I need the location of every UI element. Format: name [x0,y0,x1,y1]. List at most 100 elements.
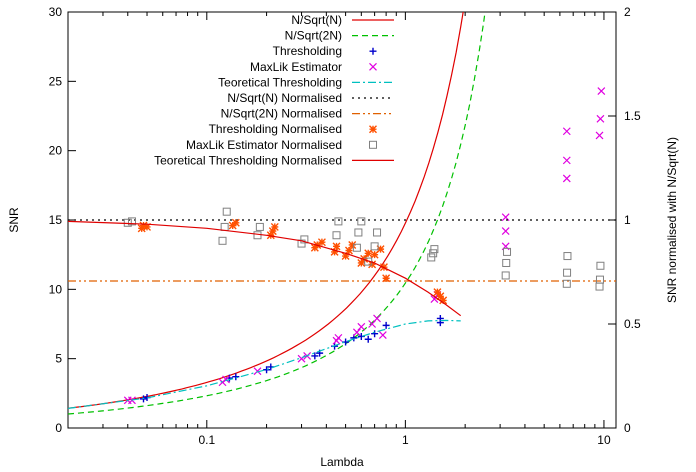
data-point [139,221,148,230]
data-point [354,228,363,237]
legend-label: Teoretical Thresholding Normalised [154,153,342,167]
series-1 [68,12,464,409]
data-point [232,373,240,381]
data-point [596,261,605,270]
y2-tick-label: 0.5 [624,317,641,331]
y-tick-label: 30 [49,5,63,19]
data-point [348,240,357,249]
legend-sample [369,47,377,55]
data-point [222,375,230,384]
data-point [123,218,132,227]
data-point [297,239,306,248]
data-point [357,322,366,331]
data-point [563,252,572,261]
data-point [317,238,326,247]
legend-marker [369,62,377,71]
data-point [501,227,510,236]
legend-label: MaxLik Estimator [250,60,342,74]
data-point [218,236,227,245]
data-point [332,231,341,240]
series-5 [68,319,461,409]
data-point [231,218,240,227]
data-point [429,249,438,258]
y-tick-label: 0 [55,421,62,435]
data-point [436,292,445,301]
series-4 [123,87,606,405]
data-point [127,217,136,226]
legend-label: Teoretical Thresholding [218,75,342,89]
data-point [502,258,511,267]
legend-label: Thresholding [273,44,342,58]
y-tick-label: 25 [49,74,63,88]
data-point [562,279,571,288]
y-tick-label: 10 [49,282,63,296]
data-point [330,247,339,256]
data-point [436,314,444,322]
data-point [352,328,361,337]
legend: N/Sqrt(N) N/Sqrt(2N)Thresholding MaxLik Es… [154,13,394,167]
data-point [300,235,309,244]
data-point [373,314,381,323]
y2-axis-label: SNR normalised with N/Sqrt(N) [665,137,679,303]
data-point [268,227,277,236]
x-axis-label: Lambda [320,455,364,469]
series-line [68,12,464,409]
legend-marker [369,125,377,134]
series-3 [140,314,444,403]
data-point [376,245,385,254]
series-line [68,319,461,409]
legend-sample [369,62,377,71]
data-point [373,228,382,237]
data-point [270,222,279,231]
data-point [371,330,379,338]
legend-label: Thresholding Normalised [209,122,342,136]
data-point [382,274,391,283]
legend-marker [369,140,377,149]
x-tick-label: 0.1 [198,433,215,447]
y-tick-label: 15 [49,213,63,227]
x-tick-label: 10 [597,433,611,447]
data-point [370,242,379,251]
data-point [501,213,510,222]
legend-label: N/Sqrt(2N) [285,29,342,43]
series-layer [68,12,616,415]
data-point [503,247,512,256]
legend-marker [369,47,377,55]
data-point [382,321,390,329]
data-point [562,156,571,165]
data-point [378,331,387,340]
data-point [562,127,571,136]
data-point [344,246,353,255]
data-point [563,268,572,277]
legend-label: N/Sqrt(2N) Normalised [221,107,342,121]
data-point [352,243,361,252]
data-point [501,271,510,280]
y2-tick-label: 1.5 [624,109,641,123]
y-tick-label: 5 [55,352,62,366]
data-point [357,258,366,267]
y2-tick-label: 1 [624,213,631,227]
data-point [430,245,439,254]
data-point [222,207,231,216]
series-9 [123,207,605,291]
data-point [255,222,264,231]
series-10 [68,220,462,317]
data-point [562,174,571,183]
data-point [357,217,366,226]
y-tick-label: 20 [49,144,63,158]
y-axis-label: SNR [7,207,21,233]
data-point [597,87,606,95]
data-point [341,252,350,261]
data-point [332,242,341,251]
legend-label: MaxLik Estimator Normalised [186,138,342,152]
data-point [253,231,262,240]
data-point [311,352,319,360]
data-point [360,254,369,263]
data-point [263,366,271,374]
legend-sample [369,125,377,134]
data-point [253,367,262,376]
legend-sample [369,140,377,149]
data-point [364,249,373,258]
data-point [439,296,448,305]
